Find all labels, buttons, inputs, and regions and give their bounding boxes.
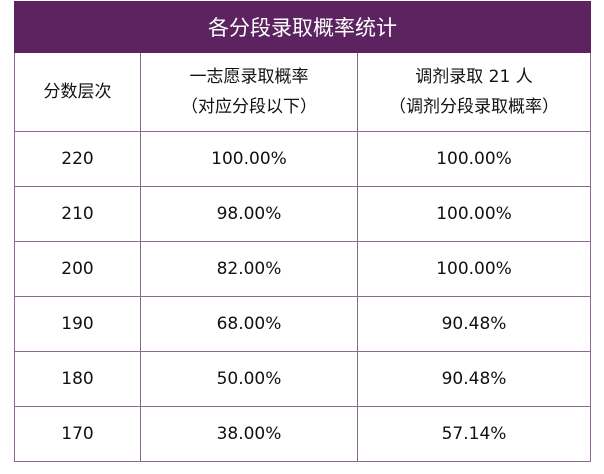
adjust-cell: 90.48%	[356, 351, 592, 407]
table-row: 170 38.00% 57.14%	[14, 406, 592, 462]
table-row: 220 100.00% 100.00%	[14, 131, 592, 187]
table-row: 180 50.00% 90.48%	[14, 351, 592, 407]
first-choice-cell: 100.00%	[140, 131, 358, 187]
adjust-cell: 57.14%	[356, 406, 592, 462]
score-cell: 190	[14, 296, 141, 352]
score-cell: 170	[14, 406, 141, 462]
probability-table-container: 各分段录取概率统计 分数层次 一志愿录取概率 （对应分段以下） 调剂录取 21 人…	[13, 1, 592, 462]
table-row: 200 82.00% 100.00%	[14, 241, 592, 297]
header-adjust: 调剂录取 21 人 （调剂分段录取概率）	[356, 52, 592, 132]
score-cell: 220	[14, 131, 141, 187]
probability-table: 各分段录取概率统计 分数层次 一志愿录取概率 （对应分段以下） 调剂录取 21 人…	[13, 1, 592, 462]
table-row: 210 98.00% 100.00%	[14, 186, 592, 242]
header-score: 分数层次	[14, 52, 141, 132]
header-first-choice-line2: （对应分段以下）	[181, 97, 317, 117]
first-choice-cell: 50.00%	[140, 351, 358, 407]
first-choice-cell: 98.00%	[140, 186, 358, 242]
adjust-cell: 100.00%	[356, 186, 592, 242]
header-first-choice-line1: 一志愿录取概率	[189, 67, 309, 87]
score-cell: 210	[14, 186, 141, 242]
first-choice-cell: 68.00%	[140, 296, 358, 352]
adjust-cell: 100.00%	[356, 241, 592, 297]
header-adjust-line1: 调剂录取 21 人	[415, 67, 533, 87]
adjust-cell: 100.00%	[356, 131, 592, 187]
header-row: 分数层次 一志愿录取概率 （对应分段以下） 调剂录取 21 人 （调剂分段录取概率）	[14, 52, 592, 132]
first-choice-cell: 82.00%	[140, 241, 358, 297]
header-first-choice: 一志愿录取概率 （对应分段以下）	[140, 52, 358, 132]
table-row: 190 68.00% 90.48%	[14, 296, 592, 352]
table-title: 各分段录取概率统计	[13, 1, 592, 53]
adjust-cell: 90.48%	[356, 296, 592, 352]
header-adjust-line2: （调剂分段录取概率）	[389, 97, 559, 117]
score-cell: 180	[14, 351, 141, 407]
first-choice-cell: 38.00%	[140, 406, 358, 462]
score-cell: 200	[14, 241, 141, 297]
